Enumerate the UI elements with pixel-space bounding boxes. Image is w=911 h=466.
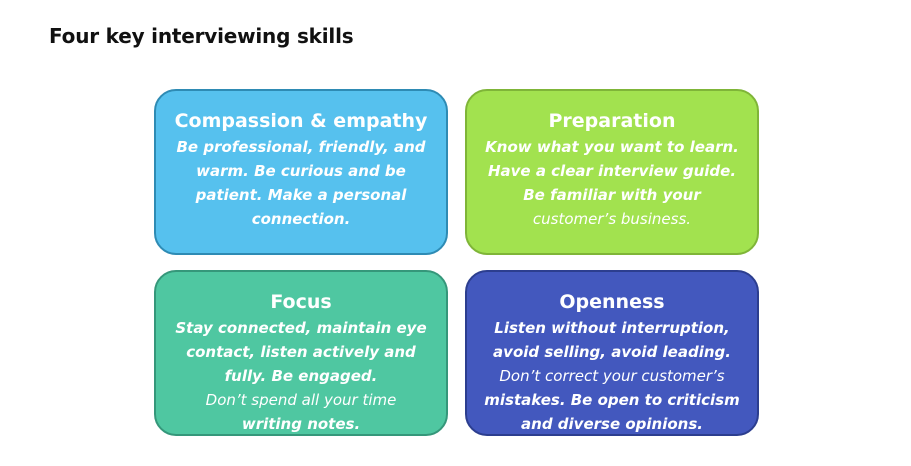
- card-line: patient. Make a personal: [195, 186, 407, 204]
- card-body: Listen without interruption, avoid selli…: [479, 316, 745, 436]
- card-focus: Focus Stay connected, maintain eye conta…: [154, 270, 448, 436]
- card-line: Don’t spend all your time: [205, 391, 397, 409]
- card-line: fully. Be engaged.: [224, 367, 378, 385]
- card-line: customer’s business.: [532, 210, 692, 228]
- card-body: Know what you want to learn. Have a clea…: [479, 135, 745, 231]
- card-line: and diverse opinions.: [521, 415, 703, 433]
- card-line: Be professional, friendly, and: [176, 138, 426, 156]
- card-line: contact, listen actively and: [186, 343, 416, 361]
- card-openness: Openness Listen without interruption, av…: [465, 270, 759, 436]
- card-line: avoid selling, avoid leading.: [493, 343, 731, 361]
- card-line: Don’t correct your customer’s: [499, 367, 725, 385]
- card-line: Listen without interruption,: [494, 319, 730, 337]
- card-body: Stay connected, maintain eye contact, li…: [168, 316, 434, 436]
- card-title: Compassion & empathy: [174, 110, 428, 132]
- card-title: Focus: [270, 291, 332, 313]
- card-line: connection.: [251, 210, 351, 228]
- slide-title: Four key interviewing skills: [49, 24, 354, 48]
- card-line: Be familiar with your: [523, 186, 701, 204]
- card-body: Be professional, friendly, and warm. Be …: [168, 135, 434, 231]
- card-preparation: Preparation Know what you want to learn.…: [465, 89, 759, 255]
- card-line: Have a clear interview guide.: [487, 162, 737, 180]
- card-compassion-empathy: Compassion & empathy Be professional, fr…: [154, 89, 448, 255]
- card-title: Openness: [559, 291, 665, 313]
- card-line: warm. Be curious and be: [196, 162, 406, 180]
- card-line: Know what you want to learn.: [485, 138, 739, 156]
- card-line: writing notes.: [241, 415, 361, 433]
- card-line: mistakes. Be open to criticism: [484, 391, 740, 409]
- card-line: Stay connected, maintain eye: [175, 319, 427, 337]
- card-title: Preparation: [548, 110, 676, 132]
